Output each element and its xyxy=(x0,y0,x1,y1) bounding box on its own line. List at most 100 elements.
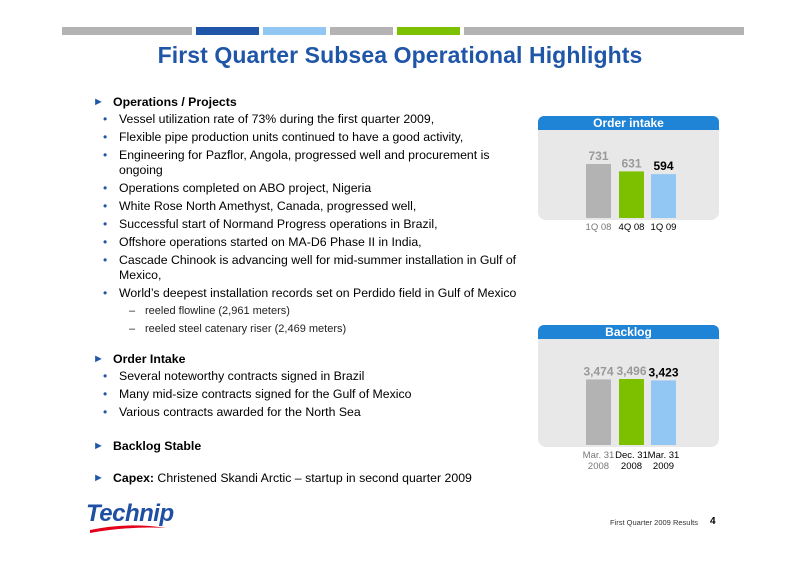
bullet-dot-icon: • xyxy=(103,217,108,231)
heading-text: Backlog Stable xyxy=(113,439,202,453)
chart-bar xyxy=(586,164,611,218)
list-item: • Successful start of Normand Progress op… xyxy=(93,217,533,232)
top-bar-segment xyxy=(196,27,259,35)
list-item: • Cascade Chinook is advancing well for m… xyxy=(93,253,533,283)
chart-bar xyxy=(619,171,644,218)
list-item: • Flexible pipe production units continue… xyxy=(93,130,533,145)
bullet-text: Flexible pipe production units continued… xyxy=(119,130,464,144)
category-label: 1Q 08 xyxy=(574,222,624,233)
triangle-bullet-icon: ► xyxy=(93,96,104,108)
top-bar-segment xyxy=(397,27,460,35)
section-heading: ► Order Intake xyxy=(93,351,533,367)
dash-icon: – xyxy=(129,323,136,335)
sub-list-item: – reeled flowline (2,961 meters) xyxy=(93,304,533,319)
top-bar-segment xyxy=(62,27,192,35)
category-label: 4Q 08 xyxy=(607,222,657,233)
highlights-list: ► Operations / Projects • Vessel utilizat… xyxy=(93,94,533,486)
category-label: Mar. 31 2009 xyxy=(639,450,689,472)
category-label-line: Mar. 31 xyxy=(582,450,615,461)
sub-bullet-text: reeled flowline (2,961 meters) xyxy=(145,305,290,317)
bullet-dot-icon: • xyxy=(103,199,108,213)
dash-icon: – xyxy=(129,305,136,317)
sub-list-item: – reeled steel catenary riser (2,469 mete… xyxy=(93,322,533,337)
bullet-text: Several noteworthy contracts signed in B… xyxy=(119,369,365,383)
category-label-line: 4Q 08 xyxy=(618,222,645,233)
sub-bullet-text: reeled steel catenary riser (2,469 meter… xyxy=(145,323,347,335)
chart-plot: 731 631 594 xyxy=(586,149,676,218)
triangle-bullet-icon: ► xyxy=(93,472,104,484)
bullet-text: World’s deepest installation records set… xyxy=(119,286,517,300)
chart-plot: 3,474 3,496 3,423 xyxy=(583,364,679,445)
category-label-line: 2008 xyxy=(620,461,643,472)
bullet-dot-icon: • xyxy=(103,369,108,383)
chart-bar xyxy=(651,174,676,218)
bar-value-label: 631 xyxy=(621,156,641,170)
section-capex: ► Capex: Christened Skandi Arctic – star… xyxy=(93,470,533,486)
chart-bar xyxy=(619,379,644,445)
footer-text: First Quarter 2009 Results xyxy=(610,518,698,527)
sub-bullet-list: – reeled flowline (2,961 meters) – reeled … xyxy=(93,304,533,337)
top-bar-segment xyxy=(263,27,326,35)
list-item: • Operations completed on ABO project, Ni… xyxy=(93,181,533,196)
top-bar-segment xyxy=(464,27,744,35)
bullet-dot-icon: • xyxy=(103,148,108,162)
section-heading: ► Backlog Stable xyxy=(93,438,533,454)
list-item: • Engineering for Pazflor, Angola, progre… xyxy=(93,148,533,178)
list-item: • Many mid-size contracts signed for the … xyxy=(93,387,533,402)
category-label: Dec. 31 2008 xyxy=(607,450,657,472)
bullet-dot-icon: • xyxy=(103,253,108,267)
chart-title: Backlog xyxy=(538,325,719,339)
category-label-line: Dec. 31 xyxy=(615,450,648,461)
category-label-line: 2009 xyxy=(652,461,675,472)
list-item: • Offshore operations started on MA-D6 Ph… xyxy=(93,235,533,250)
page-number: 4 xyxy=(710,516,716,527)
category-label: Mar. 31 2008 xyxy=(574,450,624,472)
bullet-dot-icon: • xyxy=(103,235,108,249)
category-label-line: 1Q 08 xyxy=(585,222,612,233)
top-bar-segment xyxy=(330,27,393,35)
heading-rest-text: Christened Skandi Arctic – startup in se… xyxy=(154,471,472,485)
section-heading: ► Capex: Christened Skandi Arctic – star… xyxy=(93,470,533,486)
top-color-bar xyxy=(62,27,744,35)
bullet-dot-icon: • xyxy=(103,286,108,300)
bullet-list: • Several noteworthy contracts signed in … xyxy=(93,369,533,420)
category-label: 1Q 09 xyxy=(639,222,689,233)
chart-bar xyxy=(651,380,676,445)
logo-swoosh-icon xyxy=(90,525,166,533)
list-item: • Several noteworthy contracts signed in … xyxy=(93,369,533,384)
list-item: • White Rose North Amethyst, Canada, prog… xyxy=(93,199,533,214)
bullet-text: Vessel utilization rate of 73% during th… xyxy=(119,112,435,126)
heading-text: Capex: xyxy=(113,471,155,485)
technip-logo: Technip xyxy=(86,500,174,533)
section-backlog: ► Backlog Stable xyxy=(93,438,533,454)
bullet-dot-icon: • xyxy=(103,112,108,126)
category-label-line: 1Q 09 xyxy=(650,222,677,233)
section-operations: ► Operations / Projects • Vessel utilizat… xyxy=(93,94,533,337)
bullet-text: Successful start of Normand Progress ope… xyxy=(119,217,438,231)
bullet-text: Many mid-size contracts signed for the G… xyxy=(119,387,412,401)
bullet-text: Cascade Chinook is advancing well for mi… xyxy=(119,253,517,282)
bullet-text: White Rose North Amethyst, Canada, progr… xyxy=(119,199,417,213)
bullet-text: Operations completed on ABO project, Nig… xyxy=(119,181,372,195)
bar-value-label: 731 xyxy=(588,149,608,163)
heading-text: Operations / Projects xyxy=(113,95,237,109)
list-item: • Vessel utilization rate of 73% during t… xyxy=(93,112,533,127)
section-order-intake: ► Order Intake • Several noteworthy contr… xyxy=(93,351,533,420)
category-label-line: Mar. 31 xyxy=(647,450,680,461)
order-intake-chart: Order intake 731 631 594 xyxy=(538,116,719,220)
list-item: • World’s deepest installation records se… xyxy=(93,286,533,301)
backlog-chart: Backlog 3,474 3,496 3,423 xyxy=(538,325,719,447)
bar-value-label: 3,496 xyxy=(616,364,646,378)
bar-value-label: 3,423 xyxy=(648,365,678,379)
heading-text: Order Intake xyxy=(113,352,186,366)
triangle-bullet-icon: ► xyxy=(93,440,104,452)
section-heading: ► Operations / Projects xyxy=(93,94,533,110)
chart-title: Order intake xyxy=(538,116,719,130)
category-label-line: 2008 xyxy=(587,461,610,472)
bullet-dot-icon: • xyxy=(103,387,108,401)
list-item: • Various contracts awarded for the North… xyxy=(93,405,533,420)
bullet-dot-icon: • xyxy=(103,130,108,144)
bullet-text: Engineering for Pazflor, Angola, progres… xyxy=(119,148,490,177)
bar-value-label: 594 xyxy=(653,159,673,173)
bullet-text: Offshore operations started on MA-D6 Pha… xyxy=(119,235,422,249)
